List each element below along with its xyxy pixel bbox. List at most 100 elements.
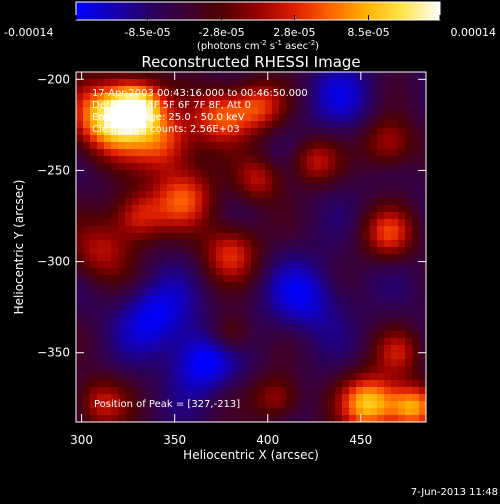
heatmap-cell — [90, 373, 98, 381]
heatmap-cell — [195, 324, 203, 332]
heatmap-cell — [160, 345, 168, 353]
heatmap-cell — [230, 72, 238, 80]
heatmap-cell — [209, 254, 217, 262]
heatmap-cell — [265, 296, 273, 304]
heatmap-cell — [230, 149, 238, 157]
heatmap-cell — [286, 317, 294, 325]
heatmap-cell — [174, 401, 182, 409]
heatmap-cell — [174, 394, 182, 402]
heatmap-cell — [398, 338, 406, 346]
heatmap-cell — [153, 268, 161, 276]
heatmap-cell — [321, 240, 329, 248]
heatmap-cell — [342, 184, 350, 192]
heatmap-cell — [342, 359, 350, 367]
heatmap-cell — [90, 163, 98, 171]
heatmap-cell — [335, 149, 343, 157]
heatmap-cell — [104, 184, 112, 192]
heatmap-cell — [419, 401, 426, 409]
heatmap-cell — [195, 254, 203, 262]
heatmap-cell — [300, 261, 308, 269]
heatmap-cell — [265, 163, 273, 171]
heatmap-cell — [412, 310, 420, 318]
heatmap-cell — [118, 268, 126, 276]
heatmap-cell — [363, 268, 371, 276]
heatmap-cell — [195, 261, 203, 269]
heatmap-cell — [251, 310, 259, 318]
heatmap-cell — [356, 394, 364, 402]
heatmap-cell — [216, 331, 224, 339]
heatmap-cell — [293, 261, 301, 269]
heatmap-cell — [195, 289, 203, 297]
heatmap-cell — [97, 198, 105, 206]
heatmap-cell — [188, 198, 196, 206]
heatmap-cell — [398, 394, 406, 402]
heatmap-cell — [188, 317, 196, 325]
heatmap-cell — [251, 401, 259, 409]
heatmap-cell — [209, 240, 217, 248]
heatmap-cell — [286, 415, 294, 422]
heatmap-cell — [111, 324, 119, 332]
heatmap-cell — [244, 247, 252, 255]
heatmap-cell — [356, 128, 364, 136]
heatmap-cell — [349, 359, 357, 367]
heatmap-cell — [251, 240, 259, 248]
heatmap-cell — [125, 135, 133, 143]
heatmap-cell — [209, 121, 217, 129]
heatmap-cell — [216, 261, 224, 269]
heatmap-cell — [398, 163, 406, 171]
heatmap-cell — [209, 359, 217, 367]
heatmap-cell — [174, 184, 182, 192]
heatmap-cell — [174, 415, 182, 422]
heatmap-cell — [118, 345, 126, 353]
colorbar-tick-label: -8.5e-05 — [124, 26, 170, 39]
heatmap-cell — [223, 387, 231, 395]
heatmap-cell — [321, 401, 329, 409]
heatmap-cell — [146, 135, 154, 143]
heatmap-cell — [125, 233, 133, 241]
heatmap-cell — [349, 296, 357, 304]
heatmap-cell — [202, 72, 210, 80]
heatmap-cell — [125, 128, 133, 136]
heatmap-cell — [230, 345, 238, 353]
heatmap-cell — [419, 156, 426, 164]
heatmap-cell — [405, 352, 413, 360]
heatmap-cell — [216, 86, 224, 94]
heatmap-cell — [300, 275, 308, 283]
heatmap-cell — [244, 107, 252, 115]
heatmap-cell — [202, 380, 210, 388]
heatmap-cell — [321, 387, 329, 395]
heatmap-cell — [328, 135, 336, 143]
heatmap-cell — [321, 247, 329, 255]
heatmap-cell — [188, 135, 196, 143]
heatmap-cell — [377, 324, 385, 332]
heatmap-cell — [97, 303, 105, 311]
heatmap-cell — [209, 352, 217, 360]
heatmap-cell — [216, 149, 224, 157]
heatmap-cell — [314, 149, 322, 157]
heatmap-cell — [251, 331, 259, 339]
heatmap-cell — [125, 198, 133, 206]
heatmap-cell — [349, 275, 357, 283]
heatmap-cell — [132, 163, 140, 171]
heatmap-cell — [209, 226, 217, 234]
heatmap-cell — [139, 107, 147, 115]
heatmap-cell — [167, 296, 175, 304]
heatmap-cell — [419, 184, 426, 192]
y-tick-label: −300 — [37, 255, 70, 269]
heatmap-cell — [111, 282, 119, 290]
heatmap-cell — [132, 93, 140, 101]
heatmap-cell — [118, 394, 126, 402]
heatmap-cell — [90, 156, 98, 164]
heatmap-cell — [272, 142, 280, 150]
heatmap-cell — [321, 345, 329, 353]
heatmap-cell — [167, 79, 175, 87]
heatmap-cell — [83, 373, 91, 381]
heatmap-cell — [258, 149, 266, 157]
heatmap-cell — [139, 275, 147, 283]
heatmap-cell — [188, 121, 196, 129]
heatmap-cell — [279, 240, 287, 248]
heatmap-cell — [398, 198, 406, 206]
heatmap-cell — [419, 114, 426, 122]
heatmap-cell — [398, 219, 406, 227]
heatmap-cell — [286, 100, 294, 108]
